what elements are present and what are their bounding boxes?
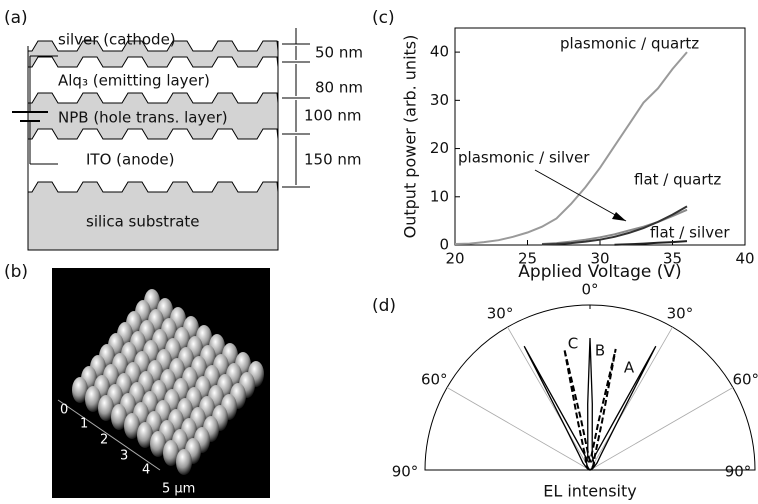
polar-frame — [425, 305, 755, 470]
afm-axis-label: 3 — [120, 449, 128, 464]
series-line — [564, 349, 615, 470]
afm-axis-label: 0 — [60, 403, 68, 418]
polar-chart: 90° 60° 30° 0° 30° 60° 90° A BC EL intensity — [392, 281, 758, 501]
ito-layer-label: ITO (anode) — [86, 151, 175, 169]
afm-bump — [176, 449, 192, 475]
npb-layer-label: NPB (hole trans. layer) — [58, 109, 228, 127]
afm-axis-label: 2 — [100, 433, 108, 448]
plot-frame — [455, 28, 745, 245]
thickness-label: 80 nm — [315, 79, 363, 97]
series-label: C — [568, 335, 578, 353]
afm-axis-label: 4 — [142, 463, 150, 478]
substrate-label: silica substrate — [86, 213, 200, 231]
series-label: plasmonic / silver — [458, 149, 590, 167]
y-axis-label: Output power (arb. units) — [401, 35, 420, 239]
angle-label: 60° — [732, 371, 758, 389]
panel-label: (c) — [372, 8, 395, 28]
thickness-label: 100 nm — [304, 107, 362, 125]
series-label: flat / silver — [650, 224, 730, 242]
afm-axis-label: 1 — [80, 417, 88, 432]
thickness-label: 150 nm — [304, 151, 362, 169]
angle-label: 90° — [725, 463, 752, 481]
thickness-label: 50 nm — [315, 44, 363, 62]
panel-label: (d) — [372, 296, 396, 316]
panel-label: (a) — [4, 8, 28, 28]
angle-label: 60° — [421, 371, 448, 389]
grid-line — [590, 388, 733, 471]
angle-label: 0° — [581, 281, 598, 299]
angle-label: 90° — [392, 463, 419, 481]
y-tick-label: 30 — [430, 91, 449, 109]
angle-label: 30° — [487, 305, 514, 323]
device-diagram: silver (cathode) Alq₃ (emitting layer) NPB… — [12, 28, 363, 250]
y-tick-label: 20 — [430, 139, 449, 157]
angle-label: 30° — [667, 305, 694, 323]
annotation-arrowhead — [612, 212, 626, 221]
series-label: A — [624, 359, 635, 377]
figure: (a) (b) (c) (d) silver (cathode) Alq₃ (em… — [0, 0, 758, 504]
x-tick-label: 40 — [735, 250, 754, 268]
x-axis-label: Applied Voltage (V) — [518, 262, 681, 282]
y-tick-label: 40 — [430, 43, 449, 61]
x-axis-label: EL intensity — [543, 482, 636, 501]
series-line — [586, 338, 593, 470]
series-label: B — [595, 342, 605, 360]
panel-label: (b) — [4, 262, 28, 282]
grid-line — [447, 388, 590, 471]
afm-axis-label: 5 μm — [162, 482, 195, 497]
y-tick-label: 0 — [439, 236, 449, 254]
series-line — [524, 346, 656, 470]
y-tick-label: 10 — [430, 187, 449, 205]
annotation-arrow — [535, 170, 626, 221]
silver-layer-label: silver (cathode) — [58, 31, 176, 49]
series-label: flat / quartz — [634, 171, 721, 189]
series-line — [615, 241, 688, 245]
series-label: plasmonic / quartz — [560, 35, 699, 53]
alq3-layer-label: Alq₃ (emitting layer) — [58, 72, 210, 90]
